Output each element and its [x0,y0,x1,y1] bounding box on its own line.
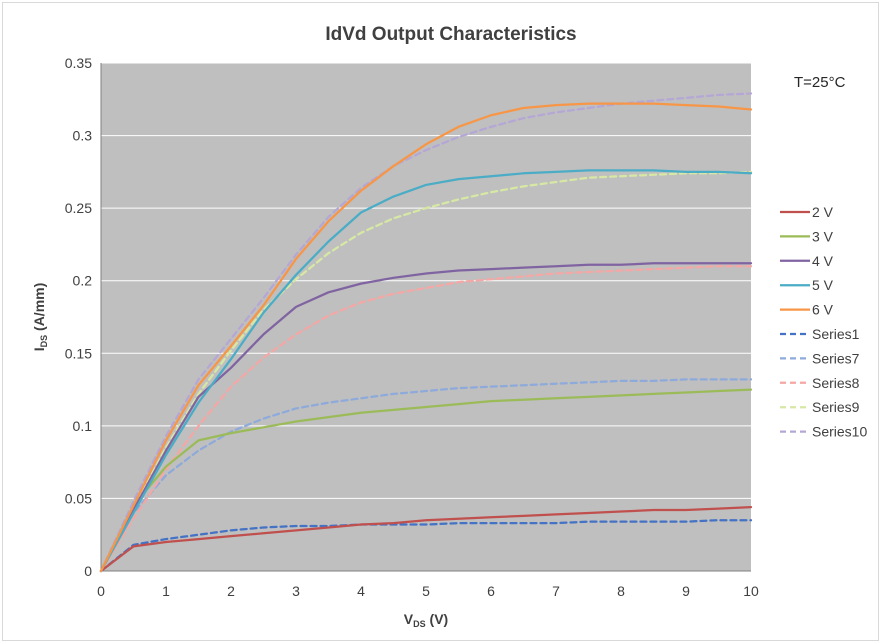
x-tick-label: 2 [227,583,235,599]
series-line-series7 [99,378,753,573]
x-tick-label: 5 [422,583,430,599]
legend-label: 4 V [812,253,834,269]
y-tick-label: 0.2 [73,273,93,289]
series-lines [99,92,753,573]
legend-label: 5 V [812,277,834,293]
temperature-annotation: T=25°C [794,74,846,91]
legend: 2 V 3 V 4 V 5 V 6 V Series1 Series7 Series8 Seri… [780,204,867,440]
legend-label: 3 V [812,228,834,244]
legend-label: Series8 [812,375,860,391]
series-line-series1 [99,519,753,573]
legend-label: Series9 [812,399,860,415]
x-tick-label: 7 [552,583,560,599]
x-tick-label: 6 [487,583,495,599]
series-line-series8 [99,265,753,573]
series-line-5-v [99,169,753,573]
x-tick-label: 1 [162,583,170,599]
y-tick-label: 0.3 [73,128,93,144]
legend-label: Series7 [812,350,860,366]
y-axis-title: IDS (A/mm) [31,283,49,352]
legend-label: Series1 [812,326,860,342]
x-tick-label: 8 [617,583,625,599]
series-line-series9 [99,170,753,573]
y-tick-label: 0 [84,563,92,579]
x-tick-labels: 0 1 2 3 4 5 6 7 8 9 10 [97,583,759,599]
x-tick-label: 9 [682,583,690,599]
series-line-6-v [99,102,753,573]
chart-title: IdVd Output Characteristics [325,24,576,45]
x-axis-title: VDS (V) [404,611,448,629]
plot-area [101,63,751,571]
legend-label: 2 V [812,204,834,220]
x-tick-label: 0 [97,583,105,599]
y-tick-label: 0.35 [65,55,92,71]
y-tick-label: 0.15 [65,345,92,361]
x-tick-label: 10 [743,583,759,599]
x-tick-label: 4 [357,583,365,599]
series-line-2-v [99,506,753,573]
y-tick-label: 0.1 [73,418,93,434]
x-axis-title-main: V [404,611,414,627]
x-axis-title-unit: (V) [426,611,449,627]
x-axis-title-sub: DS [413,619,426,629]
y-axis-title-unit: (A/mm) [31,283,47,335]
y-axis-title-main: I [31,347,47,351]
series-line-series10 [99,92,753,573]
x-tick-label: 3 [292,583,300,599]
legend-label: Series10 [812,424,867,440]
y-tick-label: 0.05 [65,490,92,506]
y-tick-labels: 0 0.05 0.1 0.15 0.2 0.25 0.3 0.35 [65,55,92,579]
series-line-3-v [99,388,753,573]
legend-label: 6 V [812,302,834,318]
y-axis-title-sub: DS [39,335,49,348]
y-tick-label: 0.25 [65,200,92,216]
